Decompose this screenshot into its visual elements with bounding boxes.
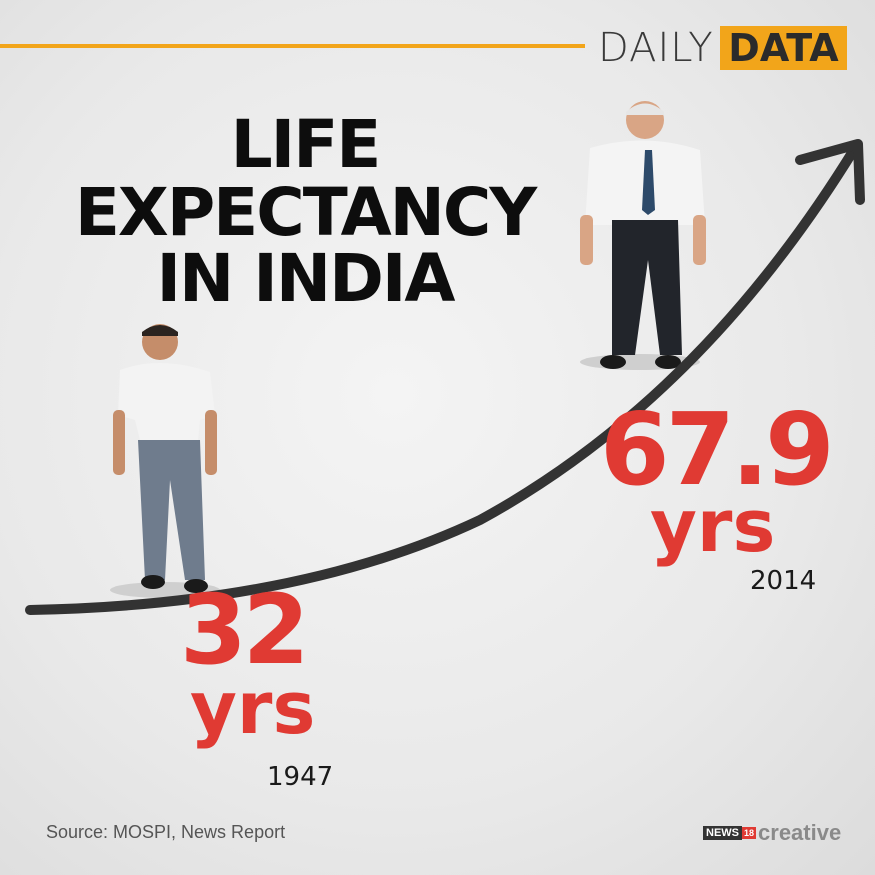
unit-1947: yrs bbox=[190, 666, 316, 750]
brand-data: DATA bbox=[720, 26, 847, 70]
unit-2014: yrs bbox=[650, 484, 776, 568]
news18-creative-logo: NEWS 18 creative bbox=[703, 822, 841, 844]
year-1947: 1947 bbox=[267, 762, 334, 792]
source-text: Source: MOSPI, News Report bbox=[46, 822, 286, 842]
logo-18: 18 bbox=[742, 827, 757, 839]
brand-daily: DAILY bbox=[598, 25, 714, 71]
logo-news: NEWS bbox=[703, 826, 742, 840]
year-2014: 2014 bbox=[750, 566, 817, 596]
figure-2014-illustration bbox=[580, 101, 706, 370]
header-rule bbox=[0, 44, 585, 48]
figure-1947-illustration bbox=[110, 324, 220, 598]
value-1947: 32 bbox=[180, 574, 310, 686]
title-line-1: LIFE bbox=[230, 106, 382, 183]
title-line-3: IN INDIA bbox=[156, 240, 456, 317]
value-2014: 67.9 bbox=[600, 391, 835, 508]
logo-creative: creative bbox=[758, 820, 842, 845]
title-line-2: EXPECTANCY bbox=[74, 174, 537, 251]
arrow-curve bbox=[25, 143, 860, 615]
arrow-head bbox=[795, 139, 865, 205]
